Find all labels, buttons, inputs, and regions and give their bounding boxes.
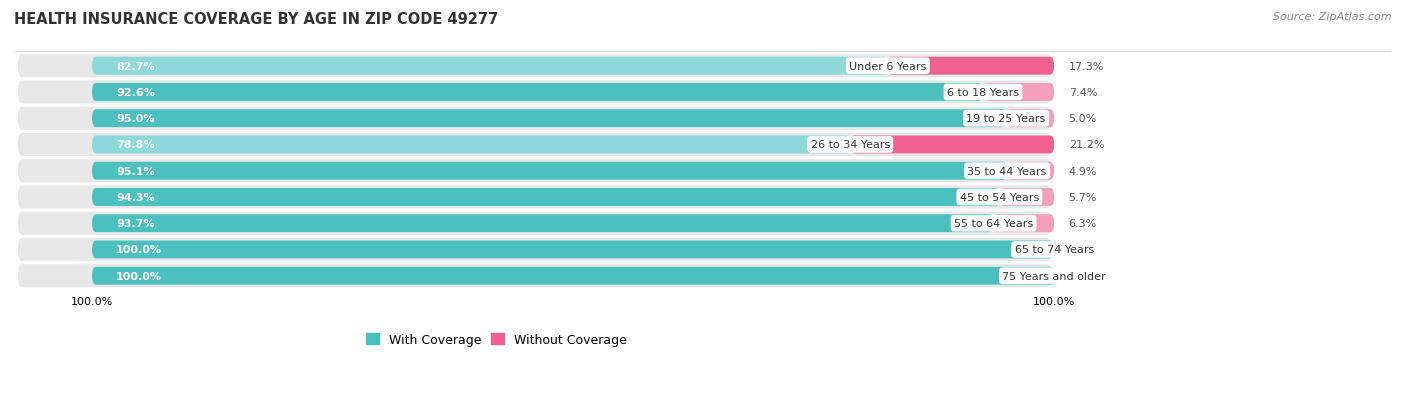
FancyBboxPatch shape: [91, 110, 1007, 128]
Text: 94.3%: 94.3%: [117, 192, 155, 202]
Text: HEALTH INSURANCE COVERAGE BY AGE IN ZIP CODE 49277: HEALTH INSURANCE COVERAGE BY AGE IN ZIP …: [14, 12, 498, 27]
FancyBboxPatch shape: [91, 136, 851, 154]
FancyBboxPatch shape: [18, 81, 1052, 104]
FancyBboxPatch shape: [18, 160, 1052, 183]
FancyBboxPatch shape: [91, 241, 1055, 259]
Text: 7.4%: 7.4%: [1069, 88, 1097, 98]
Text: 92.6%: 92.6%: [117, 88, 155, 98]
Text: 17.3%: 17.3%: [1069, 62, 1104, 71]
FancyBboxPatch shape: [18, 107, 1052, 131]
FancyBboxPatch shape: [18, 133, 1052, 157]
FancyBboxPatch shape: [851, 136, 1054, 154]
Text: 93.7%: 93.7%: [117, 218, 155, 229]
FancyBboxPatch shape: [887, 58, 1054, 76]
FancyBboxPatch shape: [91, 162, 1007, 180]
Text: 95.0%: 95.0%: [117, 114, 155, 124]
Text: 35 to 44 Years: 35 to 44 Years: [967, 166, 1046, 176]
Text: 45 to 54 Years: 45 to 54 Years: [960, 192, 1039, 202]
FancyBboxPatch shape: [91, 215, 994, 233]
Text: 5.7%: 5.7%: [1069, 192, 1097, 202]
Text: 6 to 18 Years: 6 to 18 Years: [948, 88, 1019, 98]
FancyBboxPatch shape: [18, 212, 1052, 235]
Text: 0.0%: 0.0%: [1069, 271, 1097, 281]
Text: 0.0%: 0.0%: [1069, 245, 1097, 255]
FancyBboxPatch shape: [994, 215, 1054, 233]
Text: 95.1%: 95.1%: [117, 166, 155, 176]
FancyBboxPatch shape: [18, 264, 1052, 287]
FancyBboxPatch shape: [1007, 162, 1054, 180]
FancyBboxPatch shape: [91, 267, 1055, 285]
FancyBboxPatch shape: [1000, 189, 1054, 206]
Text: 75 Years and older: 75 Years and older: [1002, 271, 1107, 281]
Text: 5.0%: 5.0%: [1069, 114, 1097, 124]
Text: 19 to 25 Years: 19 to 25 Years: [966, 114, 1046, 124]
FancyBboxPatch shape: [18, 238, 1052, 261]
Text: Source: ZipAtlas.com: Source: ZipAtlas.com: [1274, 12, 1392, 22]
Text: 100.0%: 100.0%: [117, 271, 162, 281]
Legend: With Coverage, Without Coverage: With Coverage, Without Coverage: [361, 328, 631, 351]
FancyBboxPatch shape: [91, 189, 1000, 206]
FancyBboxPatch shape: [983, 84, 1054, 102]
Text: 65 to 74 Years: 65 to 74 Years: [1015, 245, 1094, 255]
Text: 4.9%: 4.9%: [1069, 166, 1097, 176]
FancyBboxPatch shape: [91, 58, 887, 76]
FancyBboxPatch shape: [91, 84, 983, 102]
FancyBboxPatch shape: [18, 186, 1052, 209]
FancyBboxPatch shape: [18, 55, 1052, 78]
Text: 78.8%: 78.8%: [117, 140, 155, 150]
Text: 26 to 34 Years: 26 to 34 Years: [811, 140, 890, 150]
Text: 55 to 64 Years: 55 to 64 Years: [955, 218, 1033, 229]
Text: 21.2%: 21.2%: [1069, 140, 1104, 150]
Text: 100.0%: 100.0%: [117, 245, 162, 255]
FancyBboxPatch shape: [1007, 110, 1054, 128]
Text: 6.3%: 6.3%: [1069, 218, 1097, 229]
Text: Under 6 Years: Under 6 Years: [849, 62, 927, 71]
Text: 82.7%: 82.7%: [117, 62, 155, 71]
